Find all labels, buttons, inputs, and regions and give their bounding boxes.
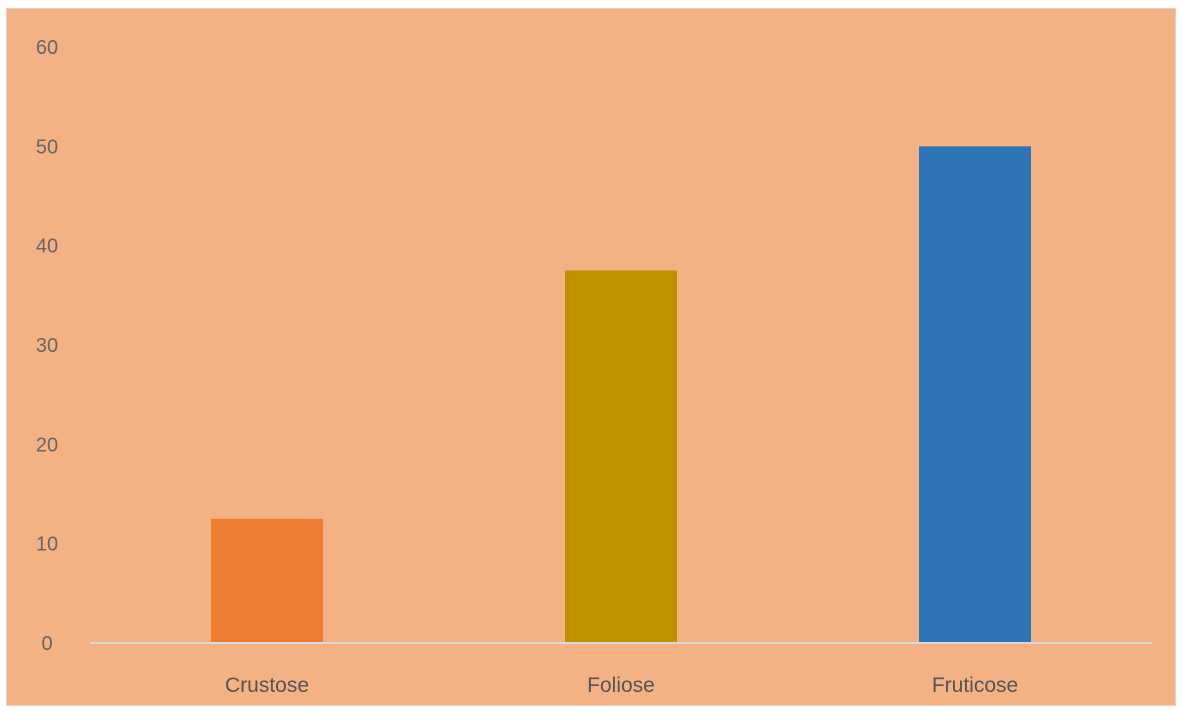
x-category-label: Crustose	[225, 674, 309, 697]
y-tick-label: 50	[36, 136, 58, 158]
x-category-label: Fruticose	[932, 674, 1018, 697]
y-tick-label: 30	[36, 335, 58, 357]
y-tick-label: 20	[36, 434, 58, 456]
bar-crustose	[211, 518, 323, 643]
y-tick-label: 60	[36, 37, 58, 59]
x-category-label: Foliose	[587, 674, 655, 697]
bar-fruticose	[919, 146, 1031, 644]
y-tick-label: 0	[41, 633, 52, 655]
bar-foliose	[565, 270, 677, 643]
y-axis-ticks: 0 10 20 30 40 50 60	[36, 37, 58, 655]
x-axis-labels: Crustose Foliose Fruticose	[225, 674, 1018, 697]
y-tick-label: 10	[36, 534, 58, 556]
bars	[211, 146, 1031, 644]
y-tick-label: 40	[36, 236, 58, 258]
